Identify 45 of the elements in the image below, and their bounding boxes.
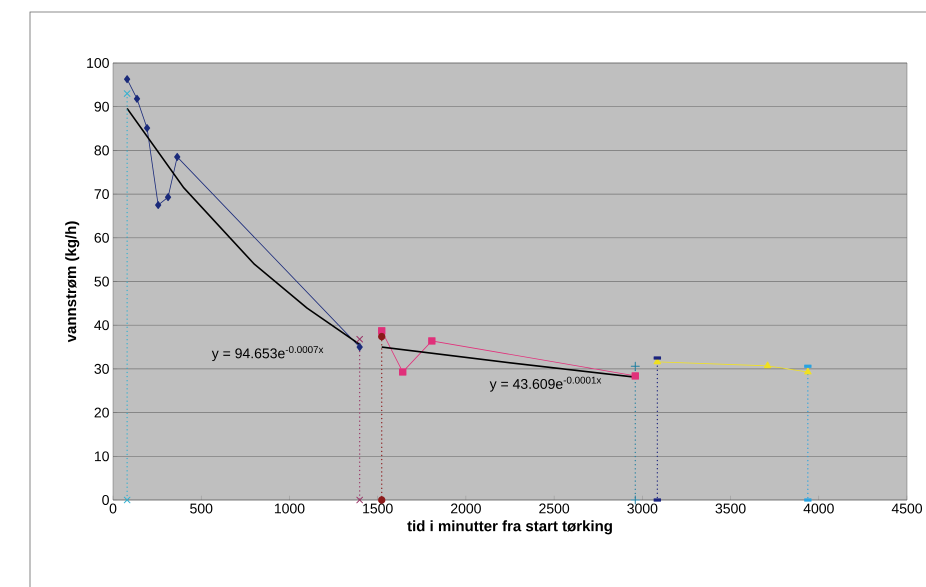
x-tick-label: 0 (110, 504, 116, 514)
y-tick-label: 0 (102, 495, 109, 505)
x-tick-label: 2000 (451, 504, 481, 514)
point (632, 372, 639, 380)
point (399, 368, 406, 376)
x-tick-label: 4000 (804, 504, 834, 514)
point (356, 343, 363, 352)
y-tick-label: 20 (94, 408, 109, 418)
x-tick-label: 3500 (716, 504, 746, 514)
point (356, 496, 364, 504)
x-axis-title: tid i minutter fra start tørking (407, 520, 612, 534)
point (378, 327, 386, 335)
annotation: y = 43.609e$^{-0.0001x}$ (490, 376, 602, 392)
point (378, 496, 386, 504)
point (174, 152, 180, 161)
y-tick-label: 90 (94, 102, 109, 112)
point (155, 201, 162, 210)
point (144, 124, 150, 132)
point (124, 496, 130, 504)
point (124, 75, 130, 84)
y-tick-label: 100 (87, 58, 109, 68)
point (356, 336, 364, 343)
point (134, 94, 140, 103)
y-tick-label: 80 (94, 145, 109, 156)
y-tick-label: 10 (94, 451, 109, 462)
annotation: y = 94.653e$^{-0.0007x}$ (212, 346, 324, 362)
point (764, 362, 772, 368)
x-tick-label: 500 (190, 504, 212, 514)
point (378, 332, 386, 340)
point (428, 337, 436, 345)
y-tick-label: 30 (94, 364, 109, 374)
y-tick-label: 40 (94, 320, 109, 330)
x-tick-label: 4500 (892, 504, 922, 514)
y-tick-label: 50 (94, 276, 109, 286)
x-tick-label: 1000 (274, 504, 304, 514)
y-axis-title: vannstrøm (kg/h) (65, 221, 80, 342)
y-tick-label: 70 (94, 189, 109, 200)
point (804, 368, 812, 374)
x-tick-label: 2500 (539, 504, 570, 514)
point (124, 90, 130, 97)
x-tick-label: 3000 (627, 504, 658, 514)
point (164, 193, 172, 202)
point (630, 362, 640, 371)
y-tick-label: 60 (94, 232, 109, 243)
x-tick-label: 1500 (363, 504, 393, 514)
